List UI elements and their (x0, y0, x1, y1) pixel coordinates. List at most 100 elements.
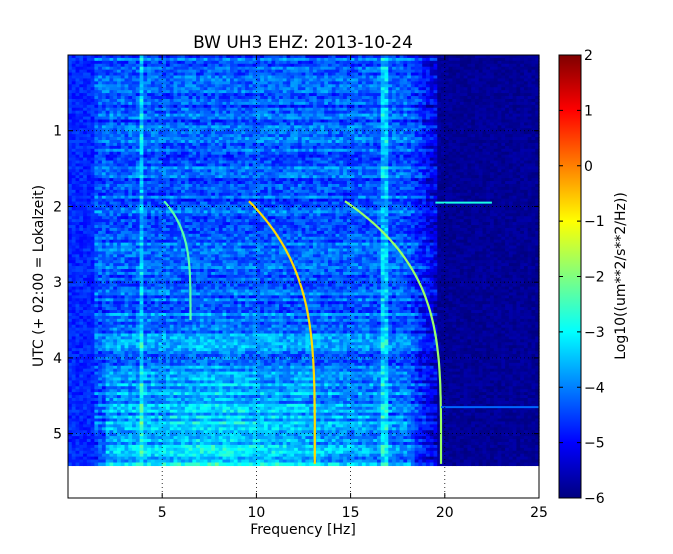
spectrogram-cell (493, 96, 499, 100)
spectrogram-cell (222, 72, 227, 77)
spectrogram-cell (316, 81, 322, 85)
spectrogram-cell (207, 66, 212, 71)
spectrogram-cell (98, 93, 103, 97)
spectrogram-cell (456, 84, 461, 88)
spectrogram-cell (309, 78, 314, 82)
spectrogram-cell (399, 72, 404, 77)
spectrogram-cell (297, 96, 303, 100)
spectrogram-cell (79, 63, 84, 68)
spectrogram-cell (245, 72, 250, 77)
spectrogram-cell (490, 66, 495, 71)
spectrogram-cell (275, 66, 280, 71)
spectrogram-cell (527, 90, 533, 94)
spectrogram-cell (471, 93, 476, 97)
spectrogram-cell (75, 72, 80, 77)
spectrogram-cell (260, 66, 265, 71)
spectrogram-cell (527, 66, 533, 71)
spectrogram-cell (520, 60, 525, 65)
spectrogram-cell (527, 75, 533, 80)
spectrogram-cell (339, 69, 344, 74)
spectrogram-cell (94, 66, 99, 71)
spectrogram-cell (154, 72, 160, 77)
spectrogram-cell (418, 96, 423, 100)
spectrogram-cell (403, 72, 408, 77)
spectrogram-cell (324, 66, 329, 71)
spectrogram-cell (211, 87, 216, 91)
spectrogram-cell (324, 78, 329, 82)
spectrogram-cell (312, 69, 318, 74)
spectrogram-cell (433, 63, 438, 68)
spectrogram-cell (422, 63, 427, 68)
spectrogram-cell (71, 84, 77, 88)
spectrogram-cell (429, 55, 435, 59)
spectrogram-cell (448, 78, 453, 82)
spectrogram-cell (437, 93, 442, 97)
spectrogram-cell (196, 60, 201, 65)
spectrogram-cell (467, 69, 472, 74)
spectrogram-cell (459, 66, 465, 71)
spectrogram-cell (252, 93, 257, 97)
spectrogram-cell (226, 78, 231, 82)
spectrogram-cell (384, 57, 389, 62)
spectrogram-cell (354, 69, 359, 74)
spectrogram-cell (297, 90, 303, 94)
spectrogram-cell (301, 90, 306, 94)
spectrogram-cell (373, 63, 378, 68)
spectrogram-cell (516, 63, 521, 68)
spectrogram-cell (101, 69, 107, 74)
spectrogram-cell (132, 78, 137, 82)
spectrogram-cell (128, 87, 133, 91)
spectrogram-cell (128, 78, 133, 82)
spectrogram-cell (441, 72, 446, 77)
spectrogram-cell (497, 63, 502, 68)
spectrogram-cell (199, 60, 205, 65)
spectrogram-cell (316, 96, 322, 100)
spectrogram-cell (508, 81, 514, 85)
spectrogram-cell (184, 66, 190, 71)
spectrogram-cell (327, 90, 333, 94)
spectrogram-cell (301, 72, 306, 77)
spectrogram-cell (71, 93, 77, 97)
spectrogram-cell (456, 69, 461, 74)
spectrogram-cell (425, 84, 431, 88)
spectrogram-cell (124, 60, 129, 65)
spectrogram-cell (90, 84, 95, 88)
spectrogram-cell (214, 81, 220, 85)
spectrogram-cell (414, 57, 420, 62)
spectrogram-cell (237, 90, 242, 94)
spectrogram-cell (444, 72, 450, 77)
spectrogram-cell (403, 66, 408, 71)
spectrogram-cell (237, 66, 242, 71)
spectrogram-cell (320, 60, 325, 65)
spectrogram-cell (384, 87, 389, 91)
spectrogram-cell (86, 57, 92, 62)
spectrogram-cell (275, 72, 280, 77)
spectrogram-cell (252, 63, 257, 68)
spectrogram-cell (437, 69, 442, 74)
spectrogram-cell (279, 75, 284, 80)
spectrogram-cell (128, 63, 133, 68)
spectrogram-cell (316, 93, 322, 97)
spectrogram-cell (316, 90, 322, 94)
spectrogram-cell (339, 93, 344, 97)
spectrogram-cell (143, 63, 148, 68)
spectrogram-cell (429, 63, 435, 68)
spectrogram-cell (214, 60, 220, 65)
spectrogram-cell (493, 84, 499, 88)
spectrogram-cell (410, 78, 416, 82)
spectrogram-cell (388, 63, 393, 68)
spectrogram-cell (403, 93, 408, 97)
spectrogram-cell (245, 57, 250, 62)
spectrogram-cell (354, 78, 359, 82)
spectrogram-cell (422, 96, 427, 100)
spectrogram-cell (158, 66, 163, 71)
spectrogram-cell (158, 60, 163, 65)
spectrogram-cell (241, 96, 246, 100)
spectrogram-cell (361, 78, 367, 82)
spectrogram-cell (512, 87, 517, 91)
spectrogram-cell (109, 75, 114, 80)
spectrogram-cell (68, 55, 73, 59)
spectrogram-cell (188, 78, 193, 82)
spectrogram-cell (456, 55, 461, 59)
